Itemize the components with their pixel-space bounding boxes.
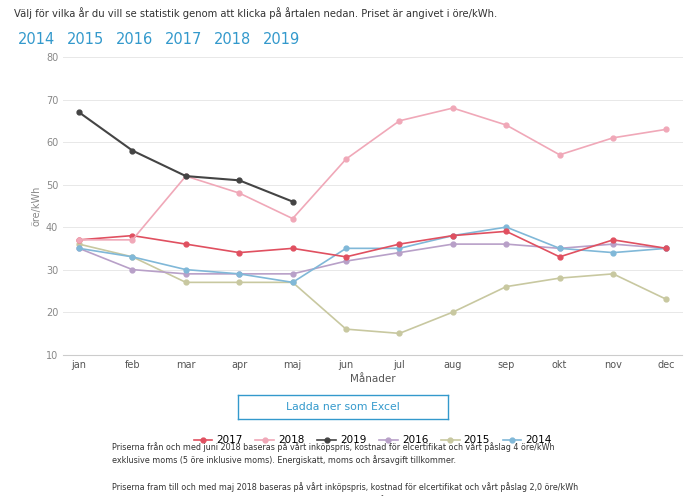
Text: 2019: 2019 (262, 32, 300, 47)
Text: 2014: 2014 (18, 32, 55, 47)
Text: Priserna från och med juni 2018 baseras på vårt inköpspris, kostnad för elcertif: Priserna från och med juni 2018 baseras … (112, 442, 554, 465)
Text: Priserna fram till och med maj 2018 baseras på vårt inköpspris, kostnad för elce: Priserna fram till och med maj 2018 base… (112, 482, 578, 496)
X-axis label: Månader: Månader (350, 373, 395, 384)
Text: Välj för vilka år du vill se statistik genom att klicka på årtalen nedan. Priset: Välj för vilka år du vill se statistik g… (14, 7, 497, 19)
Y-axis label: öre/kWh: öre/kWh (32, 186, 41, 226)
Text: 2017: 2017 (164, 32, 202, 47)
Text: 2016: 2016 (116, 32, 153, 47)
Text: 2015: 2015 (66, 32, 104, 47)
Text: Ladda ner som Excel: Ladda ner som Excel (286, 402, 400, 412)
Text: 2018: 2018 (214, 32, 251, 47)
Legend: 2017, 2018, 2019, 2016, 2015, 2014: 2017, 2018, 2019, 2016, 2015, 2014 (190, 432, 556, 449)
